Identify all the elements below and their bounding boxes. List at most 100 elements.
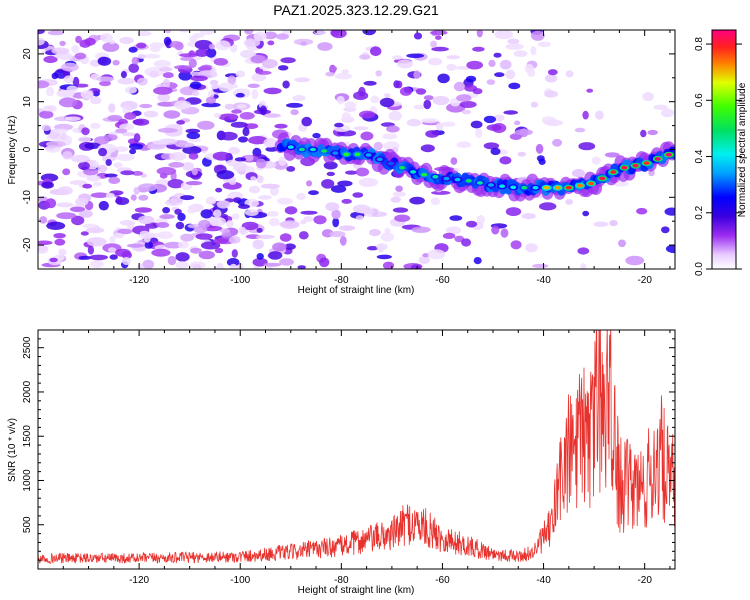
spectrogram-noise-cell xyxy=(593,221,609,227)
spectrogram-noise-cell xyxy=(157,231,173,239)
spectrogram-noise-cell xyxy=(475,128,483,139)
spectrogram-noise-cell xyxy=(102,42,120,52)
snr-x-ticks: -120 -100 -80 -60 -40 -20 xyxy=(62,330,671,586)
spectrogram-ridge-core xyxy=(577,183,583,188)
spectrogram-noise-cell xyxy=(379,97,395,108)
spectrogram-noise-cell xyxy=(578,142,596,151)
spectrogram-noise-cell xyxy=(268,218,280,227)
spectrogram-noise-cell xyxy=(261,59,278,69)
spectrogram-noise-cell xyxy=(58,97,78,108)
spectrogram-noise-cell xyxy=(78,161,90,170)
spectrogram-noise-cell xyxy=(267,40,275,46)
spectrogram-noise-cell xyxy=(238,204,250,210)
y-tick-label: -10 xyxy=(22,190,33,205)
spectrogram-noise-cell xyxy=(39,216,48,224)
spectrogram-noise-cell xyxy=(188,152,199,160)
colorbar-tick-label: 0.8 xyxy=(694,37,705,51)
spectrogram-noise-cell xyxy=(335,72,353,80)
spectrogram-noise-cell xyxy=(205,196,217,205)
spectrogram-noise-cell xyxy=(422,253,430,258)
snr-y-label: SNR (10 * v/v) xyxy=(7,418,18,482)
spectrogram-noise-cell xyxy=(185,128,201,134)
spectrogram-noise-cell xyxy=(250,176,257,182)
spectrogram-noise-cell xyxy=(247,83,260,89)
spectrogram-noise-cell xyxy=(317,42,333,51)
spectrogram-noise-cell xyxy=(168,41,183,48)
spectrogram-noise-cell xyxy=(218,82,234,92)
spectrogram-noise-cell xyxy=(268,251,283,260)
spectrogram-noise-cell xyxy=(131,56,140,65)
spectrogram-noise-cell xyxy=(326,171,335,177)
spectrogram-noise-cell xyxy=(89,122,101,129)
spectrogram-noise-cell xyxy=(277,197,294,205)
spectrogram-ridge-core xyxy=(287,145,294,149)
spectrogram-noise-cell xyxy=(38,80,50,89)
spectrogram-noise-cell xyxy=(591,156,601,165)
spectrogram-noise-cell xyxy=(126,243,145,248)
spectrogram-noise-cell xyxy=(494,72,505,78)
spectrogram-noise-cell xyxy=(456,94,472,102)
spectrogram-noise-cell xyxy=(494,30,514,40)
spectrogram-noise-cell xyxy=(355,215,364,221)
spectrogram-noise-cell xyxy=(182,145,202,155)
spectrogram-noise-cell xyxy=(215,187,223,193)
snr-panel: -120 -100 -80 -60 -40 -20 500 1000 1500 2000 2500… xyxy=(7,329,676,596)
spectrogram-noise-cell xyxy=(231,249,238,258)
spectrogram-noise-cell xyxy=(253,31,267,42)
spectrogram-noise-cell xyxy=(395,185,403,192)
spectrogram-noise-cell xyxy=(537,41,552,48)
spectrogram-noise-cell xyxy=(175,142,195,148)
spectrogram-noise-cell xyxy=(219,131,238,141)
spectrogram-noise-cell xyxy=(521,213,536,220)
spectrogram-noise-cell xyxy=(51,47,70,55)
spectrogram-noise-cell xyxy=(62,151,73,160)
spectrogram-noise-cell xyxy=(81,127,90,136)
spectrogram-noise-cell xyxy=(375,70,383,77)
spectrogram-noise-cell xyxy=(580,263,587,269)
spectrogram-noise-cell xyxy=(190,75,208,82)
spectrogram-noise-cell xyxy=(74,52,87,60)
spectrogram-noise-cell xyxy=(169,152,187,161)
spectrogram-ridge-core xyxy=(410,170,417,174)
spectrogram-noise-cell xyxy=(530,30,545,41)
spectrogram-noise-cell xyxy=(129,143,144,150)
spectrogram-noise-cell xyxy=(595,110,604,120)
spectrogram-noise-cell xyxy=(428,57,443,66)
spectrogram-noise-cell xyxy=(286,166,296,172)
spectrogram-noise-cell xyxy=(430,30,448,36)
spectrogram-noise-cell xyxy=(159,214,175,220)
spectrogram-noise-cell xyxy=(290,109,299,116)
spectrogram-noise-cell xyxy=(78,255,92,260)
spectrogram-noise-cell xyxy=(156,222,170,228)
spectrogram-noise-cell xyxy=(514,120,521,126)
spectrogram-noise-cell xyxy=(208,43,215,50)
spectrogram-noise-cell xyxy=(449,215,463,221)
spectrogram-noise-cell xyxy=(352,192,364,198)
spectrogram-x-ticks: -120 -100 -80 -60 -40 -20 xyxy=(62,30,671,286)
spectrogram-ridge-core xyxy=(499,184,506,188)
spectrogram-noise-cell xyxy=(205,48,217,58)
spectrogram-noise-cell xyxy=(465,220,478,228)
spectrogram-noise-cell xyxy=(63,75,74,84)
spectrogram-noise-cell xyxy=(98,147,108,157)
spectrogram-noise-cell xyxy=(461,109,472,115)
spectrogram-noise-cell xyxy=(115,196,123,205)
spectrogram-noise-cell xyxy=(224,103,234,110)
colorbar-ticks: 0.0 0.2 0.4 0.6 0.8 xyxy=(694,37,742,276)
spectrogram-noise-cell xyxy=(212,238,229,244)
spectrogram-noise-cell xyxy=(337,180,353,187)
spectrogram-noise-cell xyxy=(186,132,201,140)
y-tick-label: -20 xyxy=(22,237,33,252)
spectrogram-noise-cell xyxy=(530,46,537,56)
spectrogram-noise-cell xyxy=(226,258,240,267)
spectrogram-noise-cell xyxy=(241,88,250,93)
spectrogram-noise-cell xyxy=(138,194,149,201)
spectrogram-noise-cell xyxy=(330,185,347,193)
spectrogram-noise-cell xyxy=(195,48,210,58)
spectrogram-ridge-core xyxy=(399,165,405,170)
spectrogram-noise-cell xyxy=(52,128,69,134)
spectrogram-noise-cell xyxy=(108,176,121,184)
spectrogram-noise-cell xyxy=(284,206,298,215)
spectrogram-noise-cell xyxy=(392,191,406,197)
spectrogram-noise-cell xyxy=(547,69,558,76)
